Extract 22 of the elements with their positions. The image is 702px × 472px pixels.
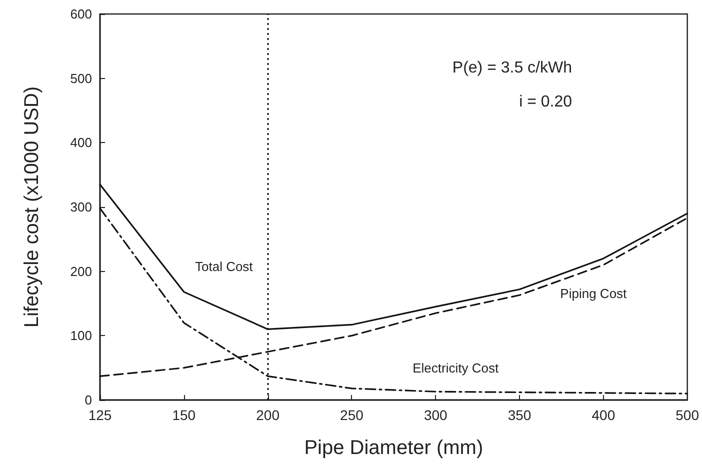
x-axis-title: Pipe Diameter (mm) — [304, 437, 484, 459]
y-tick-label: 300 — [70, 200, 92, 214]
x-tick-label: 400 — [592, 407, 616, 423]
y-tick-label: 0 — [84, 392, 92, 408]
x-tick-label: 350 — [508, 407, 532, 423]
y-tick-label: 400 — [70, 135, 92, 150]
x-tick-label: 150 — [172, 407, 196, 423]
series-label: Total Cost — [194, 258, 254, 274]
series-label: Piping Cost — [560, 286, 628, 301]
x-tick-label: 200 — [256, 407, 280, 423]
y-tick-label: 100 — [70, 328, 92, 344]
x-tick-label: 125 — [88, 407, 112, 423]
y-tick-label: 500 — [70, 70, 92, 86]
x-tick-label: 250 — [340, 407, 364, 423]
y-axis-title: Lifecycle cost (x1000 USD) — [21, 86, 43, 328]
x-tick-label: 500 — [676, 407, 700, 423]
y-tick-label: 600 — [70, 6, 92, 22]
y-tick-label: 200 — [70, 264, 92, 279]
annotation: i = 0.20 — [519, 94, 572, 110]
x-tick-label: 300 — [424, 407, 448, 423]
annotation: P(e) = 3.5 c/kWh — [452, 60, 572, 76]
series-label: Electricity Cost — [412, 360, 499, 376]
